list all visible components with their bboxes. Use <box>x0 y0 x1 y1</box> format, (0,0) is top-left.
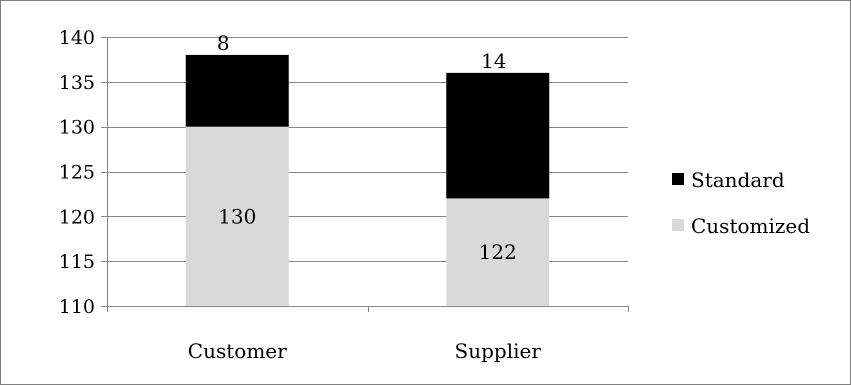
bar-customer-standard <box>185 54 289 127</box>
y-tick-label-135: 135 <box>59 72 95 94</box>
legend-swatch-standard <box>672 173 684 185</box>
legend-swatch-customized <box>672 219 684 231</box>
data-label-supplier-customized: 122 <box>479 240 517 264</box>
y-tick-label-140: 140 <box>59 27 95 49</box>
data-label-supplier-standard: 14 <box>481 49 506 73</box>
data-label-customer-customized: 130 <box>218 204 256 228</box>
y-tick-label-110: 110 <box>59 296 95 318</box>
y-tick-label-130: 130 <box>59 117 95 139</box>
y-tick-label-115: 115 <box>59 251 95 273</box>
data-label-customer-standard: 8 <box>217 31 230 55</box>
x-category-label-customer: Customer <box>188 339 287 363</box>
legend-label-customized: Customized <box>691 214 810 238</box>
legend-label-standard: Standard <box>691 168 785 192</box>
x-category-label-supplier: Supplier <box>455 339 542 363</box>
y-tick-label-120: 120 <box>59 206 95 228</box>
bar-supplier-standard <box>446 72 550 199</box>
y-tick-label-125: 125 <box>59 162 95 184</box>
bar-customer-customized <box>185 126 289 307</box>
bar-supplier-customized <box>446 198 550 306</box>
